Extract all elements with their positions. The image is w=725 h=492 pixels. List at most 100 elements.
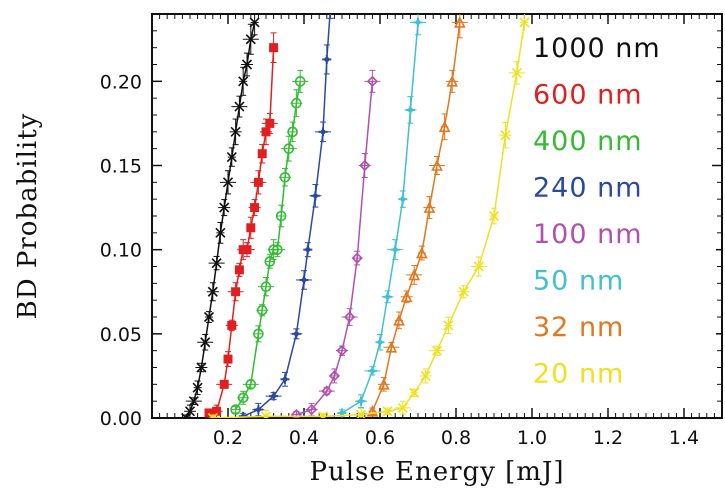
data-point [188,396,199,407]
legend-item: 20 nm [533,359,624,390]
data-point-stroke [407,107,413,113]
data-point-stroke [320,129,326,135]
data-point [215,227,226,238]
legend-item: 100 nm [533,219,643,250]
y-axis-title: BD Probability [13,113,43,320]
data-point [397,402,408,413]
legend-background [524,263,716,298]
x-tick-label: 1.0 [517,427,547,449]
legend: 1000 nm 600 nm 400 nm 240 nm 100 nm 50 nm 32 n… [524,31,716,391]
data-point-stroke [377,339,383,345]
data-point [385,341,398,353]
data-point-stroke [200,337,211,348]
data-point [279,171,291,183]
series-20-nm [207,14,530,418]
data-point [413,17,423,27]
data-point-stroke [385,294,391,300]
data-point [207,286,218,297]
legend-item: 240 nm [533,173,643,204]
data-point-stroke [320,411,329,418]
data-point-stroke [192,382,203,393]
data-point-stroke [500,130,511,141]
series-50-nm [337,14,426,418]
x-tick-labels: 0.2 0.4 0.6 0.8 1.0 1.2 1.4 [213,427,699,449]
data-point [245,34,256,45]
data-point-stroke [263,411,272,418]
y-tick-label: 0.10 [100,240,142,262]
legend-background [524,310,716,344]
data-point [253,177,263,187]
data-point-stroke [400,196,406,202]
data-point [511,67,522,78]
x-tick-label: 0.6 [365,427,395,449]
y-tick-label: 0.00 [100,408,142,430]
legend-background [524,217,716,251]
data-point [473,261,484,272]
data-point [234,101,245,112]
data-point-stroke [519,17,530,28]
data-point [400,290,413,303]
legend-background [524,77,716,112]
data-point [328,370,341,382]
data-point [446,75,458,87]
data-point-stroke [226,152,237,163]
data-point [488,210,500,222]
x-tick-label: 1.2 [593,427,623,449]
data-point-stroke [312,193,318,199]
data-point [260,411,272,418]
data-point [291,97,302,109]
data-point-stroke [324,56,330,62]
data-point-stroke [234,101,245,112]
series-100-nm [290,69,381,418]
x-tick-label: 0.2 [213,427,243,449]
data-point [246,223,256,233]
data-point [237,392,249,404]
data-point [283,143,295,154]
data-point [207,412,218,418]
data-point-stroke [458,286,469,297]
data-point-stroke [188,396,199,407]
data-point-stroke [282,376,288,382]
data-point-stroke [215,227,226,238]
data-point [355,409,367,418]
data-point [326,1,335,10]
data-point-stroke [211,258,222,269]
legend-item: 50 nm [533,266,624,297]
data-point-stroke [230,126,241,137]
data-point [230,126,241,137]
data-point-stroke [293,331,299,337]
data-point [234,265,244,275]
data-point [318,127,328,137]
data-point [443,320,454,331]
series-line [212,22,526,418]
data-point [253,328,264,340]
data-point-stroke [339,410,345,416]
data-point [356,396,366,406]
data-point [317,411,329,418]
data-point [375,337,385,347]
data-point [420,370,431,381]
data-point [366,404,379,417]
data-point [408,268,420,281]
legend-background [524,124,716,158]
y-tick-label: 0.05 [100,324,142,346]
data-point [181,412,192,418]
data-point [336,345,348,357]
data-point-stroke [443,320,454,331]
data-point-stroke [358,398,364,404]
data-point-stroke [382,406,393,417]
data-point [250,203,260,213]
data-point-stroke [185,412,192,418]
series-32-nm [366,14,468,417]
legend-item: 600 nm [533,80,643,111]
legend-background [524,31,716,65]
data-point [294,76,306,87]
data-point-stroke [241,59,253,70]
data-point [275,210,287,222]
data-point [351,252,363,264]
data-point [500,130,511,141]
data-point [245,379,257,390]
data-point-stroke [488,210,500,222]
data-point [393,314,405,326]
data-point-stroke [420,370,431,381]
